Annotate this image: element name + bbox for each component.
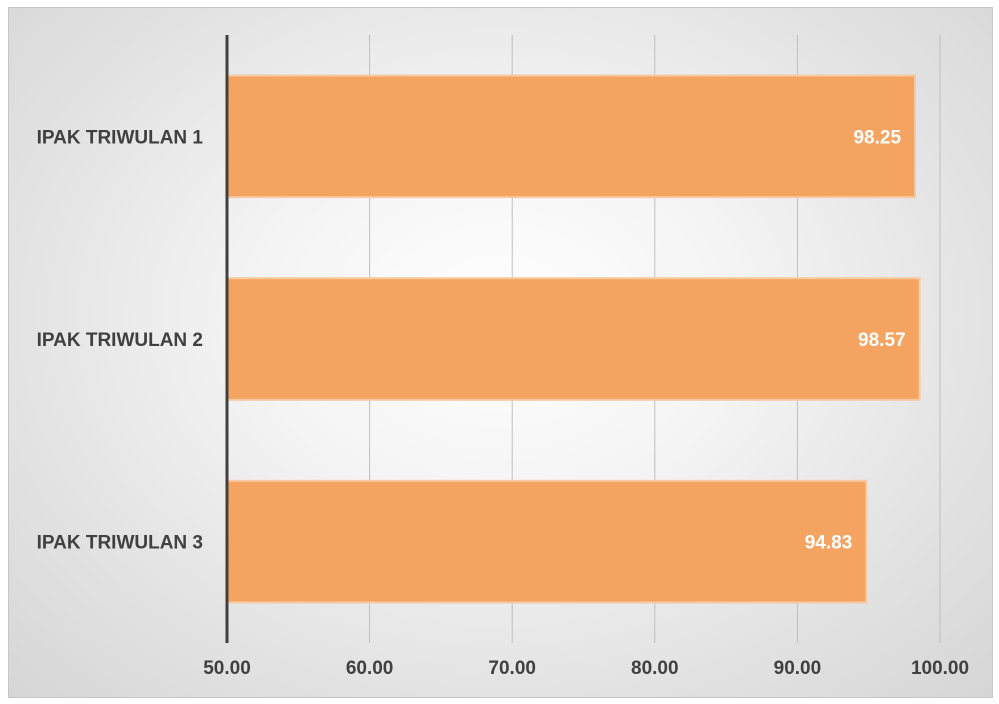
data-labels: 98.25 98.57 94.83 bbox=[805, 127, 906, 553]
tick-label: 100.00 bbox=[911, 658, 969, 679]
data-label: 98.57 bbox=[858, 330, 906, 351]
data-label: 98.25 bbox=[853, 127, 901, 148]
category-label: IPAK TRIWULAN 1 bbox=[37, 127, 204, 148]
tick-label: 60.00 bbox=[346, 658, 394, 679]
tick-label: 80.00 bbox=[631, 658, 679, 679]
bar bbox=[226, 277, 921, 401]
bars bbox=[226, 74, 921, 604]
bar bbox=[226, 479, 868, 604]
category-labels: IPAK TRIWULAN 1 IPAK TRIWULAN 2 IPAK TRIWU… bbox=[37, 127, 204, 553]
category-label: IPAK TRIWULAN 3 bbox=[37, 533, 203, 554]
bar bbox=[226, 74, 917, 199]
tick-label: 50.00 bbox=[203, 658, 251, 679]
category-label: IPAK TRIWULAN 2 bbox=[37, 330, 203, 351]
tick-label: 90.00 bbox=[774, 658, 822, 679]
data-label: 94.83 bbox=[805, 533, 853, 554]
value-tick-labels: 50.00 60.00 70.00 80.00 90.00 100.00 bbox=[203, 658, 969, 679]
tick-label: 70.00 bbox=[488, 658, 536, 679]
